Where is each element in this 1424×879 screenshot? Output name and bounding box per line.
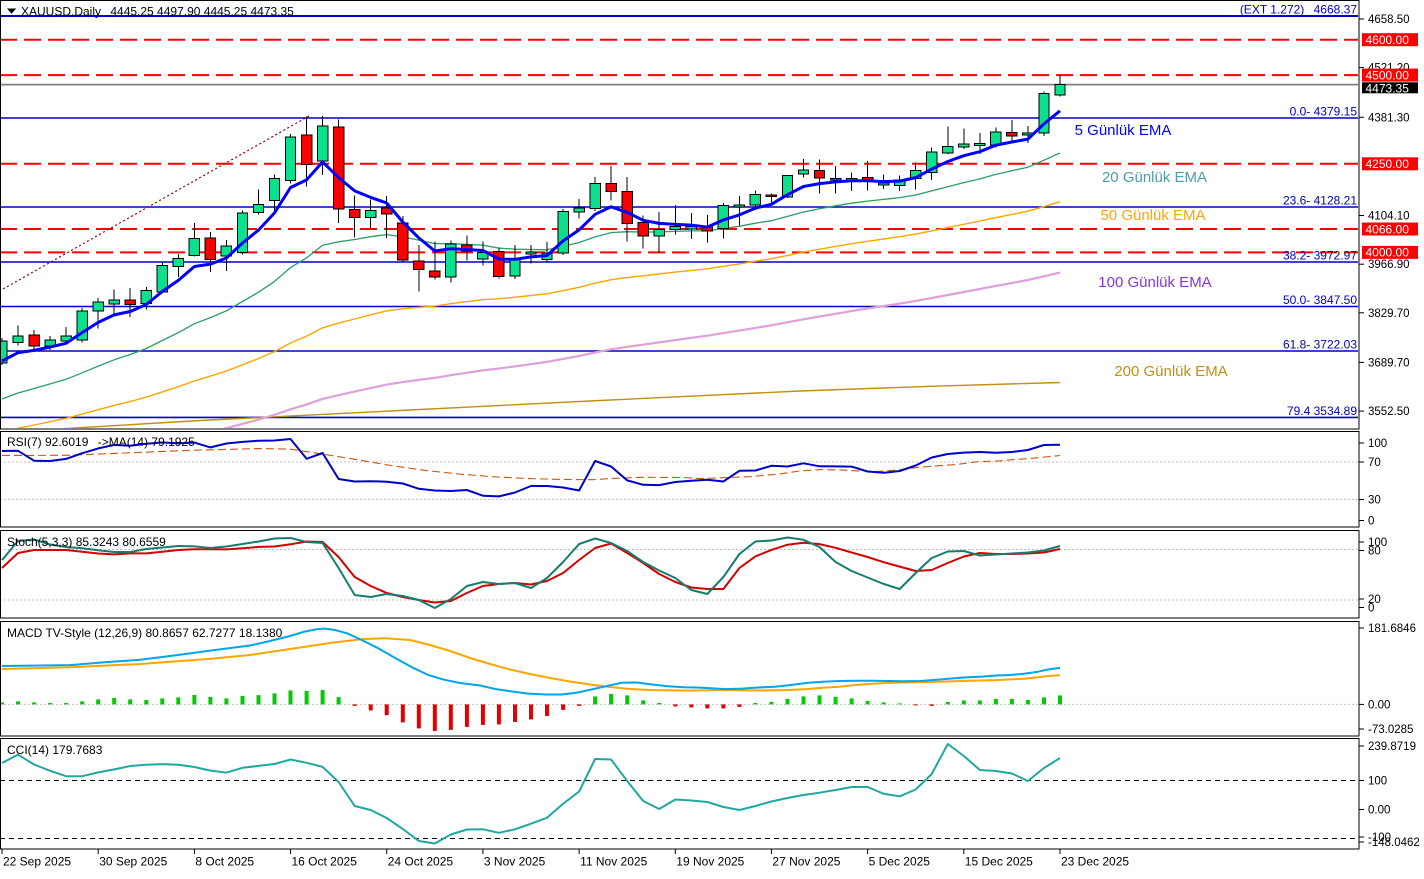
- svg-text:3966.90: 3966.90: [1368, 259, 1410, 271]
- svg-text:4658.50: 4658.50: [1368, 14, 1410, 26]
- svg-text:4250.00: 4250.00: [1366, 157, 1410, 171]
- svg-text:80: 80: [1368, 546, 1381, 558]
- svg-text:4500.00: 4500.00: [1366, 68, 1410, 82]
- svg-text:100 Günlük EMA: 100 Günlük EMA: [1098, 274, 1211, 291]
- svg-text:-148.0462: -148.0462: [1368, 837, 1420, 849]
- svg-text:0.0- 4379.15: 0.0- 4379.15: [1290, 105, 1358, 119]
- svg-text:100: 100: [1368, 776, 1387, 788]
- svg-text:4600.00: 4600.00: [1366, 33, 1410, 47]
- svg-text:8 Oct 2025: 8 Oct 2025: [195, 855, 254, 869]
- svg-text:5 Günlük EMA: 5 Günlük EMA: [1075, 122, 1172, 139]
- svg-text:0: 0: [1368, 603, 1374, 615]
- svg-text:4473.35: 4473.35: [1366, 81, 1410, 95]
- svg-text:50 Günlük EMA: 50 Günlük EMA: [1100, 207, 1205, 224]
- svg-text:100: 100: [1368, 438, 1387, 450]
- svg-text:22 Sep 2025: 22 Sep 2025: [3, 855, 71, 869]
- svg-text:0: 0: [1368, 516, 1374, 528]
- svg-text:0.00: 0.00: [1368, 805, 1390, 817]
- svg-text:4066.00: 4066.00: [1366, 222, 1410, 236]
- svg-text:CCI(14) 179.7683: CCI(14) 179.7683: [7, 743, 103, 757]
- svg-text:61.8- 3722.03: 61.8- 3722.03: [1283, 338, 1357, 352]
- svg-text:20 Günlük EMA: 20 Günlük EMA: [1102, 169, 1207, 186]
- svg-text:23 Dec 2025: 23 Dec 2025: [1061, 855, 1129, 869]
- svg-text:100: 100: [1368, 537, 1387, 549]
- svg-text:27 Nov 2025: 27 Nov 2025: [772, 855, 840, 869]
- svg-text:Stoch(5,3,3) 85.3243 80.6559: Stoch(5,3,3) 85.3243 80.6559: [7, 535, 166, 549]
- svg-text:3 Nov 2025: 3 Nov 2025: [484, 855, 546, 869]
- svg-text:16 Oct 2025: 16 Oct 2025: [292, 855, 358, 869]
- svg-text:50.0- 3847.50: 50.0- 3847.50: [1283, 293, 1357, 307]
- svg-text:RSI(7) 92.6019 ->MA(14) 79.19: RSI(7) 92.6019 ->MA(14) 79.1925: [7, 435, 195, 449]
- svg-text:0.00: 0.00: [1368, 699, 1390, 711]
- svg-text:19 Nov 2025: 19 Nov 2025: [676, 855, 744, 869]
- svg-text:3552.50: 3552.50: [1368, 406, 1410, 418]
- svg-text:(EXT 1.272) 4668.37: (EXT 1.272) 4668.37: [1240, 3, 1358, 17]
- svg-text:15 Dec 2025: 15 Dec 2025: [965, 855, 1033, 869]
- svg-text:11 Nov 2025: 11 Nov 2025: [580, 855, 647, 869]
- svg-text:XAUUSD,Daily 4445.25 4497.90: XAUUSD,Daily 4445.25 4497.90 4445.25 447…: [21, 5, 294, 19]
- svg-text:181.6846: 181.6846: [1368, 623, 1416, 635]
- svg-text:24 Oct 2025: 24 Oct 2025: [388, 855, 454, 869]
- svg-text:30 Sep 2025: 30 Sep 2025: [99, 855, 167, 869]
- svg-text:200 Günlük EMA: 200 Günlük EMA: [1114, 363, 1227, 380]
- svg-text:5 Dec 2025: 5 Dec 2025: [869, 855, 931, 869]
- svg-text:4104.10: 4104.10: [1368, 211, 1410, 223]
- svg-text:4381.30: 4381.30: [1368, 112, 1410, 124]
- svg-text:30: 30: [1368, 495, 1381, 507]
- svg-text:4000.00: 4000.00: [1366, 246, 1410, 260]
- svg-text:-100: -100: [1368, 832, 1391, 844]
- svg-text:3829.70: 3829.70: [1368, 308, 1410, 320]
- svg-text:79.4 3534.89: 79.4 3534.89: [1287, 404, 1357, 418]
- svg-text:23.6- 4128.21: 23.6- 4128.21: [1283, 194, 1357, 208]
- svg-text:-73.0285: -73.0285: [1368, 724, 1413, 736]
- svg-text:MACD TV-Style (12,26,9) 80.865: MACD TV-Style (12,26,9) 80.8657 62.7277 …: [7, 626, 283, 640]
- svg-text:20: 20: [1368, 594, 1381, 606]
- svg-text:70: 70: [1368, 457, 1381, 469]
- svg-text:38.2- 3972.97: 38.2- 3972.97: [1283, 249, 1357, 263]
- svg-text:3689.70: 3689.70: [1368, 357, 1410, 369]
- svg-text:239.8719: 239.8719: [1368, 741, 1416, 753]
